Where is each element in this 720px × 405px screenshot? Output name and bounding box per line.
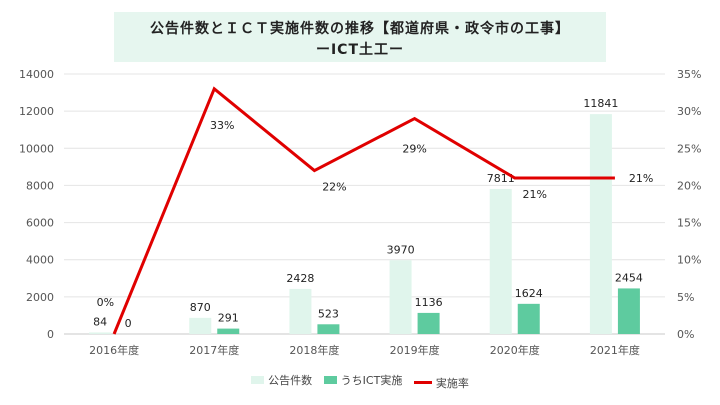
y-tick-label: 8000 — [26, 179, 54, 192]
chart-title-box: 公告件数とＩＣＴ実施件数の推移【都道府県・政令市の工事】 ーICT土工ー — [114, 12, 606, 62]
x-tick-label: 2018年度 — [289, 343, 339, 357]
data-label-announcements: 11841 — [583, 97, 618, 110]
data-label-announcements: 84 — [93, 315, 107, 328]
bar-ict — [617, 288, 640, 334]
y2-tick-label: 15% — [677, 217, 701, 230]
legend-label-rate: 実施率 — [435, 376, 469, 390]
chart-title: 公告件数とＩＣＴ実施件数の推移【都道府県・政令市の工事】 — [150, 21, 570, 37]
data-label-announcements: 870 — [190, 301, 211, 314]
data-label-announcements: 2428 — [286, 272, 314, 285]
legend-item-rate: 実施率 — [413, 375, 469, 391]
y2-tick-label: 20% — [677, 179, 701, 192]
y2-tick-label: 0% — [677, 328, 694, 341]
data-label-ict: 1136 — [415, 296, 443, 309]
x-tick-label: 2019年度 — [390, 343, 440, 357]
data-label-announcements: 3970 — [387, 243, 415, 256]
y2-tick-label: 30% — [677, 105, 701, 118]
data-label-ict: 0 — [125, 317, 132, 330]
bar-ict — [217, 328, 240, 334]
bar-ict — [317, 324, 340, 334]
legend-item-announcements: 公告件数 — [251, 372, 312, 388]
data-label-ict: 523 — [318, 307, 339, 320]
legend-label-ict: うちICT実施 — [340, 374, 403, 387]
y2-tick-label: 10% — [677, 254, 701, 267]
data-label-ict: 291 — [218, 312, 239, 325]
x-tick-label: 2017年度 — [189, 343, 239, 357]
bar-announcements — [389, 260, 412, 334]
x-tick-label: 2016年度 — [89, 343, 139, 357]
bar-ict — [517, 303, 540, 334]
chart-subtitle: ーICT土工ー — [315, 42, 405, 58]
legend-item-ict: うちICT実施 — [323, 372, 403, 388]
y-tick-label: 10000 — [19, 142, 54, 155]
bar-announcements — [489, 188, 512, 334]
y-tick-label: 12000 — [19, 105, 54, 118]
data-label-rate: 21% — [629, 172, 653, 185]
y-tick-label: 14000 — [19, 68, 54, 81]
y-tick-label: 4000 — [26, 254, 54, 267]
y-tick-label: 0 — [47, 328, 54, 341]
y2-tick-label: 5% — [677, 291, 694, 304]
data-label-rate: 21% — [523, 188, 547, 201]
legend-label-announcements: 公告件数 — [268, 374, 313, 387]
chart-legend: 公告件数 うちICT実施 実施率 — [0, 372, 720, 391]
x-tick-label: 2020年度 — [490, 343, 540, 357]
data-label-rate: 29% — [402, 143, 426, 156]
legend-swatch-announcements — [251, 376, 265, 384]
rate-line — [112, 86, 615, 335]
bar-announcements — [89, 332, 112, 334]
data-label-rate: 0% — [97, 296, 114, 309]
legend-swatch-ict — [323, 376, 337, 384]
y2-tick-label: 25% — [677, 142, 701, 155]
bar-announcements — [289, 288, 312, 334]
bar-ict — [417, 312, 440, 334]
data-label-rate: 22% — [322, 181, 346, 194]
y2-tick-label: 35% — [677, 68, 701, 81]
data-label-ict: 1624 — [515, 287, 543, 300]
x-tick-label: 2021年度 — [590, 343, 640, 357]
data-label-ict: 2454 — [615, 271, 643, 284]
legend-line-rate — [413, 381, 432, 384]
y-tick-label: 2000 — [26, 291, 54, 304]
y-tick-label: 6000 — [26, 217, 54, 230]
data-label-rate: 33% — [210, 119, 234, 132]
bar-announcements — [189, 317, 212, 334]
bar-announcements — [589, 114, 612, 335]
